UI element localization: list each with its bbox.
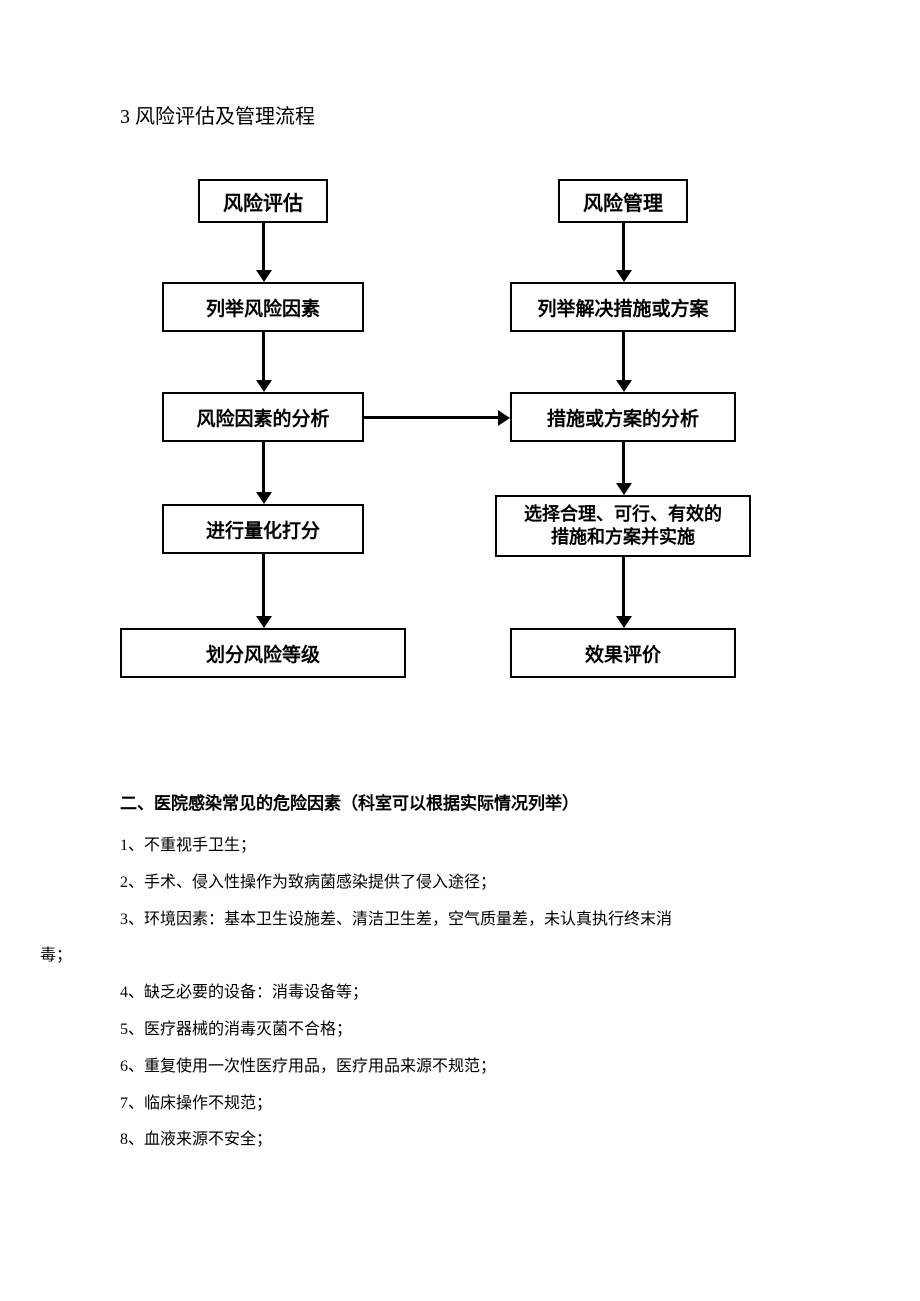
list-item: 7、临床操作不规范； (120, 1086, 840, 1123)
node-effect-evaluation: 效果评价 (510, 628, 736, 678)
arrow-head (616, 483, 632, 495)
flowchart-container: 风险评估 列举风险因素 风险因素的分析 进行量化打分 划分风险等级 风险管理 列… (120, 179, 800, 729)
section-heading: 二、医院感染常见的危险因素（科室可以根据实际情况列举） (120, 789, 840, 814)
node-analyze-risk-factors: 风险因素的分析 (162, 392, 364, 442)
arrow-v (262, 554, 265, 617)
arrow-head (498, 410, 510, 426)
node-quantitative-scoring: 进行量化打分 (162, 504, 364, 554)
list-item: 1、不重视手卫生； (120, 828, 840, 865)
page-title: 3 风险评估及管理流程 (120, 100, 840, 129)
arrow-v (262, 332, 265, 381)
node-risk-assessment: 风险评估 (198, 179, 328, 223)
arrow-v (262, 442, 265, 493)
arrow-h (364, 416, 499, 419)
list-item: 3、环境因素：基本卫生设施差、清洁卫生差，空气质量差，未认真执行终末消 (120, 902, 840, 939)
node-select-implement: 选择合理、可行、有效的 措施和方案并实施 (495, 495, 751, 557)
arrow-head (616, 380, 632, 392)
node-analyze-solutions: 措施或方案的分析 (510, 392, 736, 442)
node-list-risk-factors: 列举风险因素 (162, 282, 364, 332)
arrow-v (262, 223, 265, 271)
node-classify-risk-level: 划分风险等级 (120, 628, 406, 678)
arrow-v (622, 332, 625, 381)
arrow-head (616, 616, 632, 628)
arrow-head (256, 616, 272, 628)
list-item: 8、血液来源不安全； (120, 1122, 840, 1159)
node-risk-management: 风险管理 (558, 179, 688, 223)
arrow-head (256, 270, 272, 282)
list-item-continuation: 毒； (40, 938, 840, 975)
arrow-v (622, 442, 625, 484)
arrow-head (616, 270, 632, 282)
list-item: 2、手术、侵入性操作为致病菌感染提供了侵入途径； (120, 865, 840, 902)
arrow-head (256, 380, 272, 392)
arrow-v (622, 223, 625, 271)
arrow-v (622, 557, 625, 617)
list-item: 4、缺乏必要的设备：消毒设备等； (120, 975, 840, 1012)
list-item: 5、医疗器械的消毒灭菌不合格； (120, 1012, 840, 1049)
list-item: 6、重复使用一次性医疗用品，医疗用品来源不规范； (120, 1049, 840, 1086)
node-list-solutions: 列举解决措施或方案 (510, 282, 736, 332)
arrow-head (256, 492, 272, 504)
